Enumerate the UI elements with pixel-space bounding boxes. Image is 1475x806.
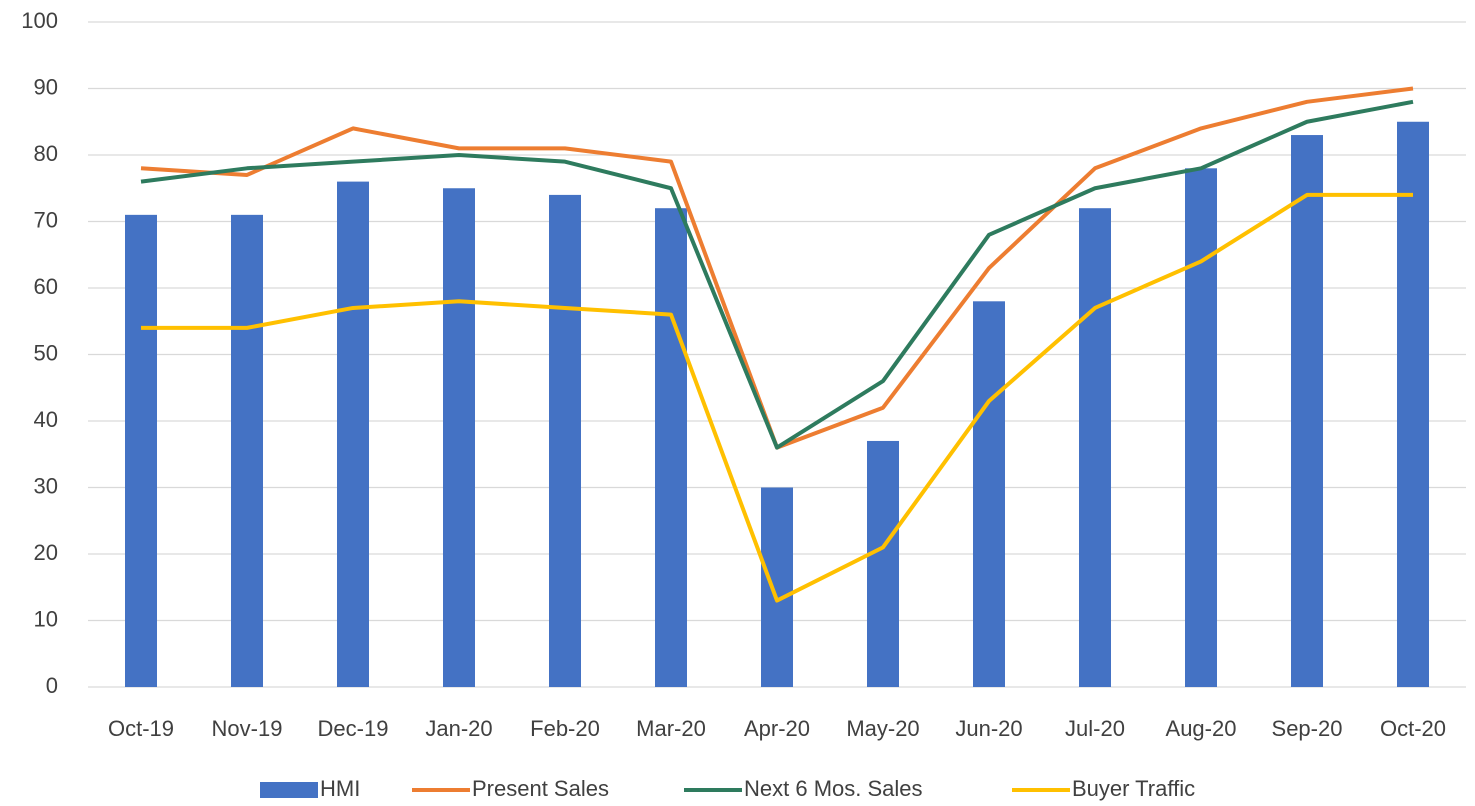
y-tick-label: 20 — [34, 540, 58, 565]
bar — [761, 487, 793, 687]
bar — [1291, 135, 1323, 688]
legend-swatch — [260, 782, 318, 798]
y-tick-label: 10 — [34, 606, 58, 631]
y-tick-label: 30 — [34, 473, 58, 498]
y-tick-label: 50 — [34, 340, 58, 365]
x-tick-label: May-20 — [846, 716, 919, 741]
y-tick-label: 90 — [34, 74, 58, 99]
x-tick-label: Jun-20 — [955, 716, 1022, 741]
y-tick-label: 100 — [21, 8, 58, 33]
y-tick-label: 80 — [34, 141, 58, 166]
bar — [549, 194, 581, 687]
x-tick-label: Feb-20 — [530, 716, 600, 741]
y-tick-label: 40 — [34, 407, 58, 432]
bar — [973, 301, 1005, 687]
legend-label: Buyer Traffic — [1072, 776, 1195, 801]
y-tick-label: 0 — [46, 673, 58, 698]
bar — [231, 214, 263, 687]
line — [140, 86, 1414, 450]
x-tick-label: Sep-20 — [1272, 716, 1343, 741]
x-tick-label: Aug-20 — [1166, 716, 1237, 741]
y-tick-label: 60 — [34, 274, 58, 299]
bar — [337, 181, 369, 687]
y-tick-label: 70 — [34, 207, 58, 232]
bar — [655, 208, 687, 687]
x-tick-label: Mar-20 — [636, 716, 706, 741]
legend-label: HMI — [320, 776, 360, 801]
x-tick-label: Oct-19 — [108, 716, 174, 741]
bar — [1079, 208, 1111, 687]
bar — [1397, 121, 1429, 687]
x-tick-label: Jan-20 — [425, 716, 492, 741]
legend-label: Next 6 Mos. Sales — [744, 776, 923, 801]
x-tick-label: Oct-20 — [1380, 716, 1446, 741]
x-tick-label: Dec-19 — [318, 716, 389, 741]
line — [141, 192, 1413, 603]
x-tick-label: Nov-19 — [212, 716, 283, 741]
bar — [443, 188, 475, 687]
bar — [1185, 168, 1217, 688]
x-tick-label: Jul-20 — [1065, 716, 1125, 741]
x-tick-label: Apr-20 — [744, 716, 810, 741]
bar — [125, 214, 157, 687]
legend-label: Present Sales — [472, 776, 609, 801]
bar — [867, 440, 899, 687]
line — [140, 99, 1414, 450]
